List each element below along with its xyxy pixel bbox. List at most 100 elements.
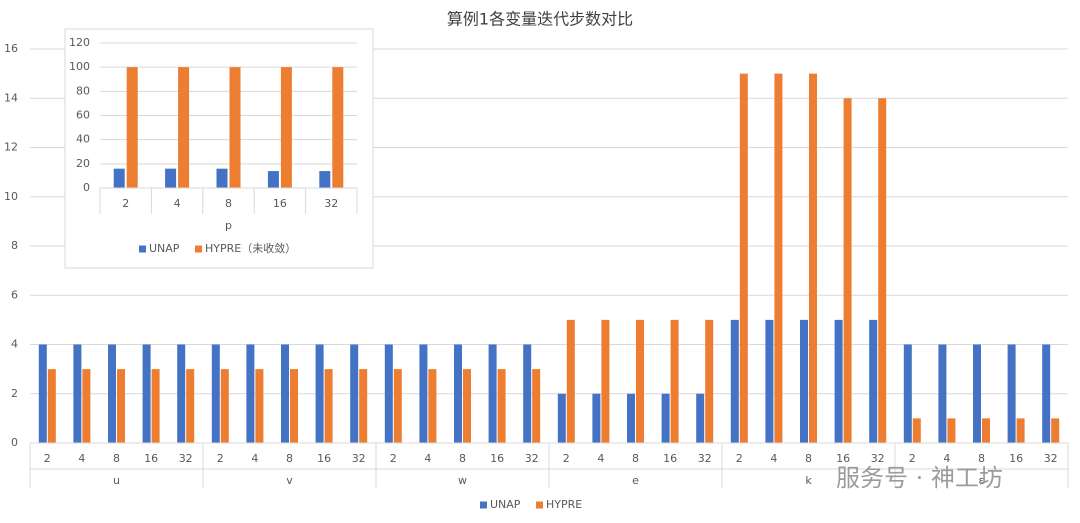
y-tick-label: 120	[69, 36, 90, 49]
bar	[47, 369, 56, 443]
group-label: v	[286, 474, 293, 487]
y-tick-label: 20	[76, 157, 90, 170]
chart-title: 算例1各变量迭代步数对比	[447, 10, 633, 29]
bar	[211, 344, 220, 443]
bar	[281, 344, 289, 443]
bar	[601, 319, 610, 443]
bar	[113, 168, 125, 188]
bar	[696, 393, 705, 443]
bar	[1042, 344, 1051, 443]
legend-label: UNAP	[149, 242, 180, 255]
x-tick-label: 2	[909, 452, 916, 465]
y-tick-label: 16	[4, 42, 18, 55]
legend-label: UNAP	[490, 498, 521, 511]
group-label: ε	[979, 474, 985, 487]
bar	[267, 171, 279, 188]
bar	[428, 369, 437, 443]
bar	[384, 344, 393, 443]
x-tick-label: 8	[225, 197, 232, 210]
bar	[142, 344, 151, 443]
x-tick-label: 32	[871, 452, 885, 465]
bar	[636, 319, 644, 443]
x-tick-label: 2	[390, 452, 397, 465]
inset-panel	[64, 28, 374, 269]
y-tick-label: 0	[11, 436, 18, 449]
x-tick-label: 16	[836, 452, 850, 465]
bar	[1007, 344, 1016, 443]
group-label: e	[632, 474, 639, 487]
bar	[463, 369, 471, 443]
bar	[592, 393, 601, 443]
watermark: 服务号 · 神工坊	[836, 464, 1003, 492]
bar	[523, 344, 532, 443]
x-tick-label: 8	[459, 452, 466, 465]
group-label: w	[458, 474, 467, 487]
bar	[809, 73, 817, 443]
x-tick-label: 8	[805, 452, 812, 465]
x-tick-label: 16	[490, 452, 504, 465]
bar	[947, 418, 956, 443]
legend-swatch	[536, 501, 543, 509]
y-tick-label: 12	[4, 141, 18, 154]
bar	[627, 393, 635, 443]
bar	[393, 369, 402, 443]
bar	[670, 319, 679, 443]
bar	[938, 344, 947, 443]
x-tick-label: 8	[286, 452, 293, 465]
x-tick-label: 4	[770, 452, 777, 465]
group-label: u	[113, 474, 120, 487]
bar	[488, 344, 497, 443]
bar	[739, 73, 748, 443]
legend-swatch	[195, 245, 202, 253]
bar	[290, 369, 298, 443]
x-tick-label: 16	[1009, 452, 1023, 465]
x-tick-label: 32	[352, 452, 366, 465]
bar	[177, 344, 186, 443]
bar	[359, 369, 368, 443]
bar	[319, 171, 331, 188]
legend-label: HYPRE（未收敛）	[205, 241, 296, 255]
x-tick-label: 2	[217, 452, 224, 465]
bar	[532, 369, 541, 443]
bar	[151, 369, 160, 443]
bar	[661, 393, 670, 443]
x-tick-label: 4	[943, 452, 950, 465]
bar	[765, 319, 774, 443]
x-tick-label: 4	[251, 452, 258, 465]
bar	[38, 344, 47, 443]
bar	[843, 98, 852, 443]
y-tick-label: 10	[4, 190, 18, 203]
bar	[324, 369, 333, 443]
x-tick-label: 32	[1044, 452, 1058, 465]
x-tick-label: 8	[632, 452, 639, 465]
y-tick-label: 60	[76, 109, 90, 122]
bar	[454, 344, 462, 443]
bar	[730, 319, 739, 443]
bar	[73, 344, 82, 443]
y-tick-label: 6	[11, 288, 18, 301]
x-tick-label: 8	[113, 452, 120, 465]
x-tick-label: 8	[978, 452, 985, 465]
bar	[869, 319, 878, 443]
bar	[315, 344, 324, 443]
x-tick-label: 4	[424, 452, 431, 465]
x-tick-label: 2	[44, 452, 51, 465]
bar	[332, 67, 344, 188]
bar	[1051, 418, 1060, 443]
bar	[220, 369, 229, 443]
bar	[982, 418, 990, 443]
y-tick-label: 4	[11, 338, 18, 351]
bar	[497, 369, 506, 443]
x-tick-label: 4	[174, 197, 181, 210]
x-tick-label: 2	[736, 452, 743, 465]
bar	[178, 67, 190, 188]
y-tick-label: 100	[69, 60, 90, 73]
bar	[1016, 418, 1025, 443]
legend-swatch	[139, 245, 146, 253]
bar	[186, 369, 195, 443]
bar	[280, 67, 292, 188]
x-tick-label: 16	[317, 452, 331, 465]
y-tick-label: 2	[11, 387, 18, 400]
y-tick-label: 8	[11, 239, 18, 252]
bar	[216, 168, 228, 188]
